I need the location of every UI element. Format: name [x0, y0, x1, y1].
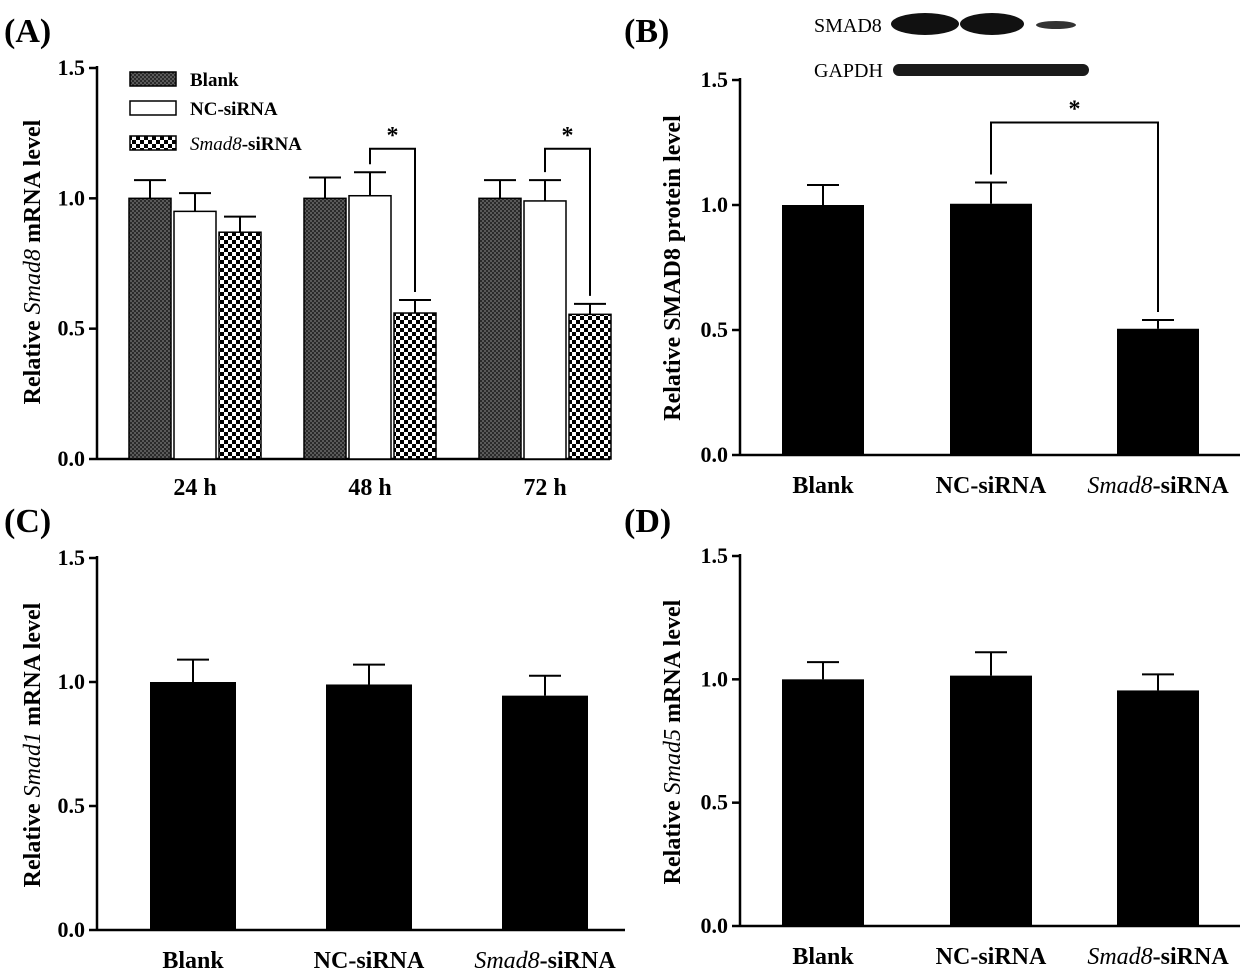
- significance-star-a: *: [562, 123, 574, 149]
- y-tick-label-b: 1.5: [701, 67, 729, 92]
- y-tick-label-d: 0.0: [701, 913, 729, 938]
- panel-label-a: (A): [4, 13, 51, 50]
- significance-bracket-a: [369, 147, 416, 292]
- significance-star-a: *: [387, 123, 399, 149]
- bar-c: [326, 684, 412, 930]
- western-blot: SMAD8 GAPDH: [814, 13, 1089, 82]
- y-tick-label-d: 1.0: [701, 666, 729, 691]
- bar-c: [502, 695, 588, 930]
- blot-band-smad8-blank: [891, 13, 959, 35]
- bar-a-smad8: [218, 231, 262, 460]
- y-tick-label-c: 1.0: [58, 669, 86, 694]
- y-tick-label-b: 1.0: [701, 192, 729, 217]
- x-tick-label-d: Blank: [792, 944, 854, 970]
- bar-b: [1117, 328, 1199, 455]
- x-tick-label-a: 72 h: [523, 475, 566, 501]
- blot-band-smad8-nc: [960, 13, 1024, 35]
- significance-star-b: *: [1069, 97, 1081, 123]
- x-tick-label-a: 24 h: [173, 475, 216, 501]
- x-tick-label-b: Blank: [792, 473, 854, 499]
- y-tick-label-c: 0.5: [58, 793, 86, 818]
- panel-label-c: (C): [4, 503, 51, 540]
- bar-b: [782, 205, 864, 455]
- bar-c: [150, 682, 236, 930]
- y-axis-label-c: Relative Smad1 mRNA level: [20, 602, 46, 887]
- legend-a: Blank NC-siRNA Smad8-siRNA: [129, 70, 302, 155]
- y-tick-label-d: 0.5: [701, 790, 729, 815]
- bar-a-nc: [523, 200, 567, 460]
- x-tick-label-a: 48 h: [348, 475, 391, 501]
- legend-swatch-smad8: [129, 135, 177, 151]
- bar-a-nc: [173, 210, 217, 460]
- x-tick-label-d: Smad8-siRNA: [1087, 944, 1229, 970]
- blot-band-gapdh: [893, 64, 1089, 76]
- bar-a-blank: [128, 197, 172, 460]
- y-tick-label-a: 1.5: [58, 55, 86, 80]
- y-tick-label-b: 0.0: [701, 442, 729, 467]
- y-tick-label-a: 1.0: [58, 185, 86, 210]
- bar-a-nc: [348, 194, 392, 460]
- legend-label-smad8: Smad8-siRNA: [190, 134, 302, 155]
- bar-d: [1117, 690, 1199, 926]
- y-tick-label-a: 0.0: [58, 446, 86, 471]
- bar-d: [950, 675, 1032, 926]
- y-tick-label-a: 0.5: [58, 316, 86, 341]
- blot-label-gapdh: GAPDH: [814, 60, 883, 82]
- legend-swatch-nc: [129, 100, 177, 116]
- y-tick-label-c: 0.0: [58, 917, 86, 942]
- x-tick-label-b: NC-siRNA: [936, 473, 1047, 499]
- bar-a-blank: [478, 197, 522, 460]
- blot-band-smad8-si: [1036, 21, 1076, 29]
- blot-label-smad8: SMAD8: [814, 15, 882, 37]
- y-tick-label-c: 1.5: [58, 545, 86, 570]
- y-axis-label-a: Relative Smad8 mRNA level: [20, 119, 46, 404]
- significance-bracket-a: [544, 147, 591, 296]
- bar-b: [950, 203, 1032, 455]
- y-tick-label-b: 0.5: [701, 317, 729, 342]
- x-tick-label-d: NC-siRNA: [936, 944, 1047, 970]
- y-tick-label-d: 1.5: [701, 543, 729, 568]
- bar-a-smad8: [393, 312, 437, 460]
- panel-label-b: (B): [624, 13, 669, 50]
- significance-bracket-b: [990, 121, 1159, 312]
- legend-swatch-blank: [129, 71, 177, 87]
- bar-a-smad8: [568, 313, 612, 460]
- x-tick-label-c: Blank: [162, 948, 224, 974]
- y-axis-label-d: Relative Smad5 mRNA level: [660, 599, 686, 884]
- bar-a-blank: [303, 197, 347, 460]
- panel-label-d: (D): [624, 503, 671, 540]
- x-tick-label-c: Smad8-siRNA: [474, 948, 616, 974]
- y-axis-label-b: Relative SMAD8 protein level: [660, 115, 686, 421]
- bar-d: [782, 679, 864, 926]
- legend-label-blank: Blank: [190, 70, 239, 91]
- x-tick-label-c: NC-siRNA: [314, 948, 425, 974]
- legend-label-nc: NC-siRNA: [190, 99, 278, 120]
- x-tick-label-b: Smad8-siRNA: [1087, 473, 1229, 499]
